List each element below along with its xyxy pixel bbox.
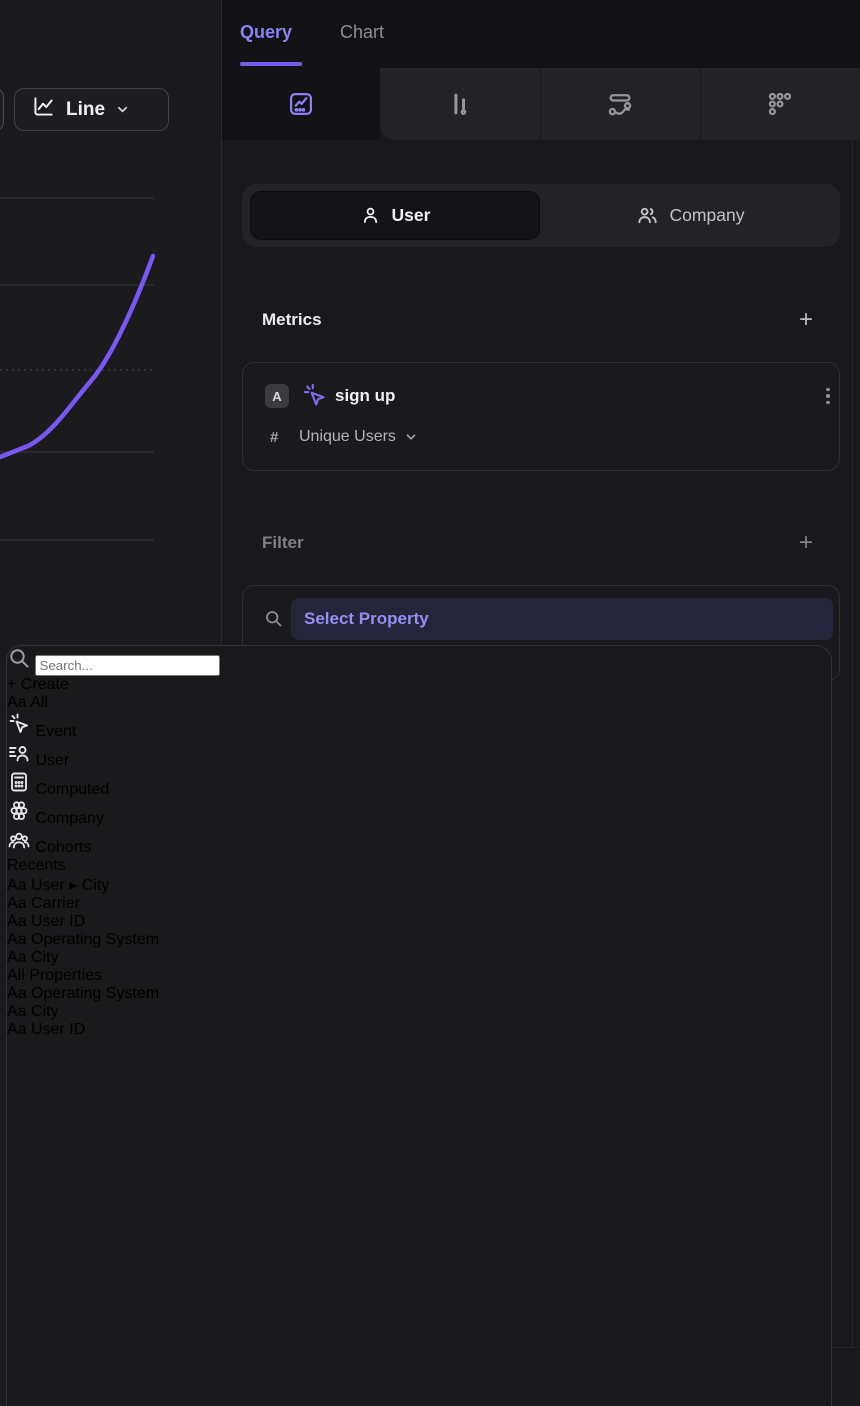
aa-text-icon: Aa (7, 931, 27, 948)
computed-calculator-icon (7, 772, 35, 798)
aa-text-icon: Aa (7, 1021, 27, 1038)
recent-item[interactable]: Aa User ID (7, 913, 86, 930)
property-item[interactable]: Aa Operating System (7, 985, 160, 1002)
create-button-label: Create (20, 676, 69, 693)
company-people-icon (637, 207, 657, 224)
entity-toggle-company[interactable]: Company (540, 184, 840, 247)
filter-section-title: Filter (262, 533, 304, 552)
event-icon (7, 713, 35, 740)
metric-event-name[interactable]: sign up (335, 386, 396, 405)
aggregation-label: Unique Users (299, 428, 396, 445)
property-item[interactable]: Aa User ID (7, 1021, 86, 1038)
user-properties-icon (7, 746, 35, 769)
line-chart-icon (30, 94, 56, 125)
add-filter-button[interactable]: + (798, 529, 813, 556)
aa-text-icon: Aa (7, 694, 27, 711)
aa-text-icon: Aa (7, 985, 27, 1002)
recents-title: Recents (7, 857, 66, 874)
recent-item[interactable]: Aa Carrier (7, 895, 80, 912)
metric-card[interactable]: A sign up # Unique Users (242, 362, 840, 471)
recent-item-user-city[interactable]: Aa User ▸ City (7, 877, 110, 894)
active-tab-underline (240, 62, 302, 66)
category-user[interactable]: User (7, 741, 831, 770)
all-properties-title: All Properties (7, 967, 103, 984)
company-cluster-icon (7, 801, 35, 827)
category-sidebar: Aa All Event Use (7, 694, 831, 857)
panel-right-divider (852, 140, 853, 1347)
panel-header (222, 0, 860, 68)
partial-toolbar-button[interactable] (0, 88, 4, 131)
user-person-icon (363, 207, 377, 223)
metrics-section-title: Metrics (262, 310, 322, 329)
cohorts-people-icon (7, 832, 35, 856)
bar-chart-icon (454, 93, 467, 115)
flows-icon (608, 94, 632, 116)
tab-query[interactable]: Query (240, 22, 293, 42)
chart-type-tab-flows[interactable] (540, 68, 700, 140)
panel-bottom-divider (832, 1347, 860, 1348)
insights-icon (289, 92, 313, 116)
category-company[interactable]: Company (7, 799, 831, 828)
chart-type-tab-retention[interactable] (700, 68, 860, 140)
aggregation-dropdown[interactable]: Unique Users (299, 428, 418, 446)
chart-type-tab-insights[interactable] (222, 68, 380, 140)
breadcrumb-arrow: ▸ (69, 877, 78, 894)
chevron-down-icon (118, 106, 128, 113)
line-chart-plot (0, 197, 155, 541)
search-icon (10, 649, 29, 668)
aa-text-icon: Aa (7, 1003, 27, 1020)
chart-type-tabbar (380, 68, 860, 140)
tab-separator (700, 68, 701, 140)
category-all[interactable]: Aa All (7, 694, 48, 711)
chart-line-series (0, 253, 155, 460)
entity-user-label: User (391, 205, 431, 225)
category-event[interactable]: Event (7, 712, 831, 741)
series-letter-badge: A (265, 384, 289, 408)
entity-toggle-user[interactable]: User (250, 191, 540, 240)
entity-company-label: Company (669, 205, 745, 225)
aa-text-icon: Aa (7, 877, 27, 894)
tab-chart[interactable]: Chart (340, 22, 385, 42)
chevron-down-icon (406, 434, 416, 440)
event-icon (301, 382, 328, 414)
add-metric-button[interactable]: + (798, 306, 813, 333)
plus-icon: + (7, 676, 17, 693)
line-button-label: Line (66, 98, 106, 120)
chart-type-tab-bar[interactable] (380, 68, 540, 140)
category-cohorts[interactable]: Cohorts (7, 828, 831, 857)
search-icon (263, 608, 284, 634)
entity-toggle: User Company (242, 184, 840, 247)
search-bar[interactable] (7, 646, 831, 676)
select-property-input[interactable]: Select Property (291, 598, 833, 640)
search-input[interactable] (35, 655, 221, 676)
aggregation-hash-icon: # (270, 429, 279, 446)
create-button[interactable]: + Create (7, 676, 831, 694)
tab-separator (540, 68, 541, 140)
chart-type-dropdown[interactable]: Line (14, 88, 169, 131)
aa-text-icon: Aa (7, 949, 27, 966)
category-computed[interactable]: Computed (7, 770, 831, 799)
recent-item[interactable]: Aa Operating System (7, 931, 160, 948)
retention-icon (768, 92, 792, 116)
recent-item[interactable]: Aa City (7, 949, 59, 966)
property-select-modal: + Create Aa All Event (6, 645, 832, 1406)
select-property-placeholder: Select Property (304, 609, 429, 628)
aa-text-icon: Aa (7, 895, 27, 912)
property-item[interactable]: Aa City (7, 1003, 59, 1020)
aa-text-icon: Aa (7, 913, 27, 930)
metric-menu-kebab-icon[interactable] (823, 384, 833, 408)
